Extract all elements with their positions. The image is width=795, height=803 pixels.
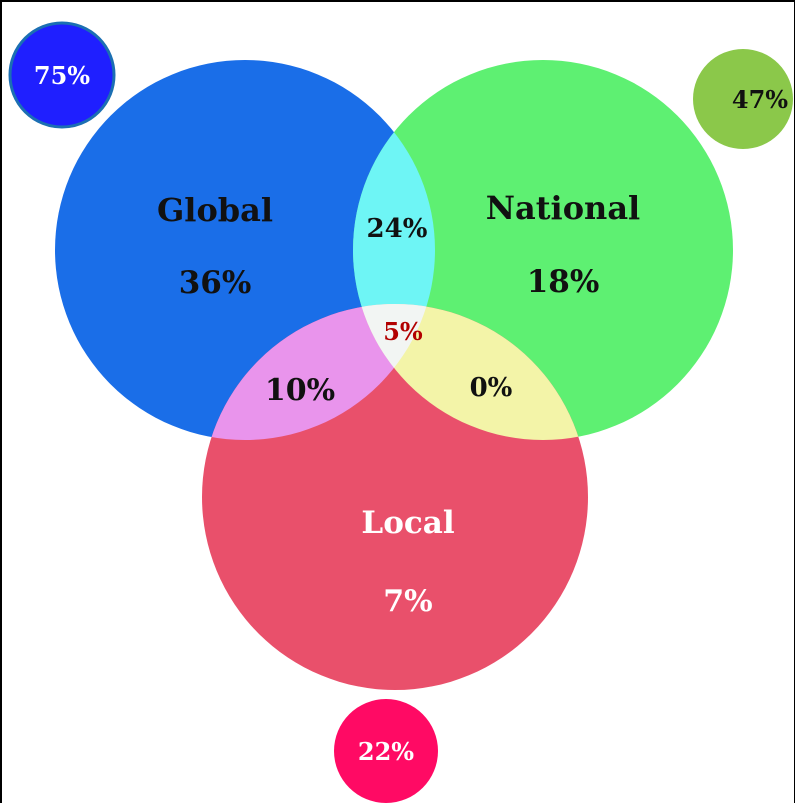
value-national: 18% (527, 264, 600, 300)
value-global: 36% (179, 265, 252, 301)
region-national-local (353, 304, 588, 440)
total-local: 22% (358, 737, 414, 766)
total-bubble-global (8, 21, 116, 129)
total-global: 75% (34, 61, 90, 90)
total-bubble-local (334, 699, 438, 803)
value-national-local: 0% (470, 373, 513, 403)
value-global-national: 24% (367, 214, 428, 244)
total-bubble-national (693, 49, 793, 149)
value-local: 7% (383, 584, 432, 619)
region-global-local (202, 304, 435, 440)
label-local: Local (361, 505, 454, 541)
total-national: 47% (732, 85, 788, 114)
label-global: Global (157, 191, 273, 229)
value-all-three: 5% (383, 317, 423, 346)
value-global-local: 10% (265, 373, 335, 408)
label-national: National (486, 189, 640, 227)
